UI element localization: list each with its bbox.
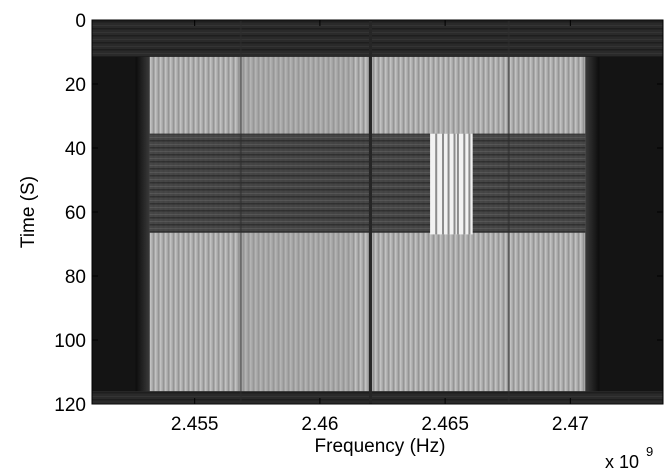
signal-band-right-edge [585, 56, 600, 392]
bright-burst-stripe [468, 133, 471, 235]
plot-area [92, 20, 663, 404]
svg-text:x 10: x 10 [605, 452, 639, 471]
y-tick-label: 80 [65, 267, 86, 288]
y-axis-label: Time (S) [18, 176, 39, 248]
y-tick-label: 120 [54, 395, 86, 416]
bright-burst-stripe [463, 133, 466, 235]
secondary-vertical-line [239, 20, 242, 404]
top-noise-band [92, 20, 663, 57]
bright-burst-stripe [435, 133, 438, 235]
x-tick-label: 2.465 [421, 414, 469, 435]
bright-burst-stripe [456, 133, 459, 235]
x-axis: 2.455 2.46 2.465 2.47 [171, 20, 589, 435]
x-tick-label: 2.455 [171, 414, 219, 435]
heatmap-region-vertical-dark-line [368, 20, 372, 404]
y-tick-label: 0 [75, 11, 86, 32]
x-multiplier: x 10 9 [605, 444, 653, 471]
bottom-noise-band [92, 391, 663, 404]
svg-text:9: 9 [646, 444, 653, 459]
bright-burst-stripe [442, 133, 445, 235]
bright-burst-stripe [447, 133, 450, 235]
bright-burst-stripe [453, 133, 456, 235]
secondary-vertical-line [507, 20, 510, 404]
signal-band-left-edge [135, 56, 150, 392]
y-tick-label: 100 [54, 331, 86, 352]
y-tick-label: 60 [65, 203, 86, 224]
x-tick-label: 2.47 [552, 414, 589, 435]
y-tick-label: 40 [65, 139, 86, 160]
heatmap-region-interference-band [149, 133, 586, 233]
y-axis: 0 20 40 60 80 100 120 [54, 11, 663, 416]
x-tick-label: 2.46 [301, 414, 338, 435]
x-axis-label: Frequency (Hz) [315, 436, 446, 457]
y-tick-label: 20 [65, 75, 86, 96]
